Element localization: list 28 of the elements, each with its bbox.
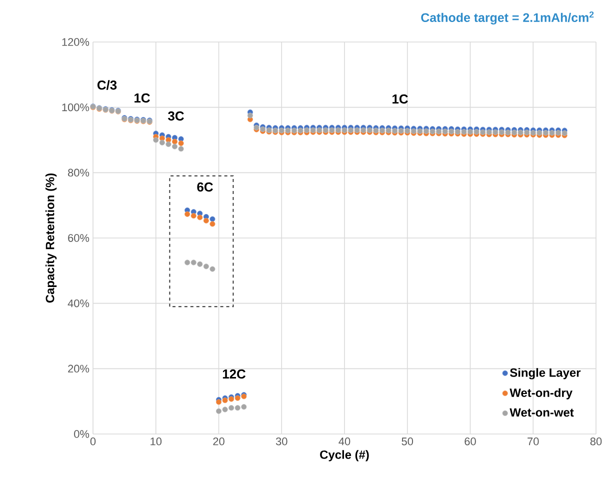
x-tick-label: 0: [90, 438, 96, 446]
annotation: 1C: [392, 94, 408, 104]
x-tick-label: 50: [402, 438, 414, 446]
annotation: 1C: [134, 93, 150, 103]
y-tick-label: 100%: [62, 103, 90, 112]
x-tick-label: 60: [464, 438, 476, 446]
x-tick-label: 70: [528, 438, 539, 446]
x-tick-label: 10: [150, 438, 162, 446]
x-axis-title: Cycle (#): [320, 450, 369, 462]
x-tick-label: 20: [213, 438, 224, 446]
legend-label: Wet-on-wet: [510, 408, 574, 417]
y-tick-label: 60%: [68, 234, 90, 242]
y-axis-title: Capacity Retention (%): [45, 174, 57, 303]
chart-title: Cathode target = 2.1mAh/cm$^{2}$: [421, 11, 594, 25]
y-tick-label: 20%: [68, 364, 90, 373]
y-tick-label: 0%: [74, 430, 90, 438]
y-tick-label: 80%: [68, 168, 90, 177]
x-tick-label: 30: [276, 438, 288, 446]
y-tick-label: 40%: [68, 299, 90, 308]
legend-label: Wet-on-dry: [510, 388, 572, 400]
annotation: C/3: [97, 80, 117, 90]
annotation: 3C: [168, 111, 184, 121]
legend-label: Single Layer: [510, 368, 581, 380]
x-tick-label: 40: [338, 438, 350, 446]
annotation: 12C: [222, 369, 246, 379]
y-tick-label: 120%: [62, 38, 90, 46]
annotation: 6C: [197, 182, 213, 192]
x-tick-label: 80: [590, 438, 602, 446]
